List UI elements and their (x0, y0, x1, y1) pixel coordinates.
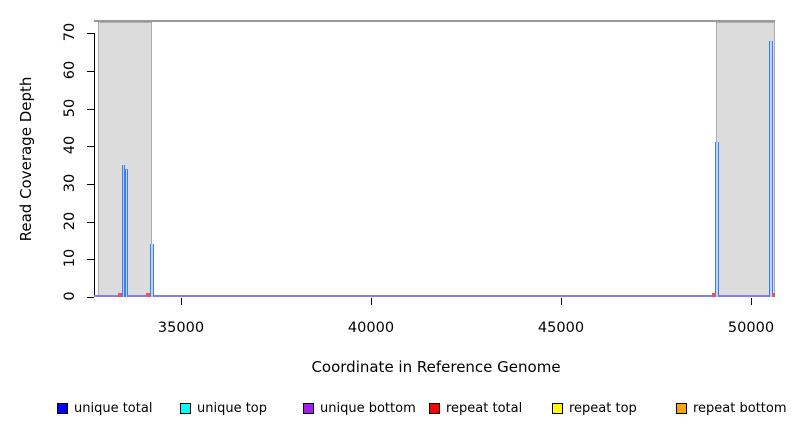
legend-swatch-icon (303, 403, 314, 414)
legend-label: repeat total (446, 401, 523, 416)
legend-label: unique bottom (320, 401, 416, 416)
y-tick-label: 40 (62, 135, 78, 155)
y-tick-label: 20 (62, 211, 78, 231)
legend-swatch-icon (180, 403, 191, 414)
y-tick-label: 50 (62, 98, 78, 118)
repeat-coverage-mark (772, 293, 775, 297)
y-tick-mark (87, 33, 94, 34)
y-tick-label: 10 (62, 248, 78, 268)
y-tick-mark (87, 222, 94, 223)
repeat-coverage-mark (712, 293, 716, 297)
y-tick-label: 0 (62, 291, 78, 301)
legend-swatch-icon (429, 403, 440, 414)
x-axis-title: Coordinate in Reference Genome (311, 358, 561, 376)
legend-swatch-icon (552, 403, 563, 414)
unique-coverage-spike (125, 169, 128, 297)
unique-coverage-spike (769, 41, 773, 297)
x-tick-mark (751, 298, 752, 305)
legend-label: unique total (74, 401, 153, 416)
unique-coverage-spike (122, 165, 125, 297)
legend-label: repeat bottom (693, 401, 787, 416)
y-tick-label: 60 (62, 60, 78, 80)
legend-label: unique top (197, 401, 268, 416)
x-tick-label: 40000 (347, 320, 395, 336)
y-tick-mark (87, 259, 94, 260)
x-tick-mark (181, 298, 182, 305)
x-tick-label: 50000 (727, 320, 775, 336)
y-tick-label: 70 (62, 22, 78, 42)
coverage-baseline (94, 295, 775, 297)
legend-swatch-icon (676, 403, 687, 414)
repeat-region-shading (716, 22, 775, 297)
y-tick-label: 30 (62, 173, 78, 193)
legend-label: repeat top (569, 401, 637, 416)
repeat-coverage-mark (146, 293, 150, 297)
unique-coverage-spike (715, 142, 719, 297)
legend-swatch-icon (57, 403, 68, 414)
x-tick-label: 45000 (537, 320, 585, 336)
y-tick-mark (87, 297, 94, 298)
repeat-coverage-mark (118, 293, 122, 297)
y-tick-mark (87, 109, 94, 110)
unique-coverage-spike (150, 244, 154, 297)
y-tick-mark (87, 71, 94, 72)
y-tick-mark (87, 146, 94, 147)
reference-genome-line (94, 20, 775, 22)
y-tick-mark (87, 184, 94, 185)
x-tick-mark (561, 298, 562, 305)
x-tick-mark (371, 298, 372, 305)
y-axis-line (94, 33, 95, 297)
y-axis-title: Read Coverage Depth (17, 76, 35, 242)
x-tick-label: 35000 (157, 320, 205, 336)
